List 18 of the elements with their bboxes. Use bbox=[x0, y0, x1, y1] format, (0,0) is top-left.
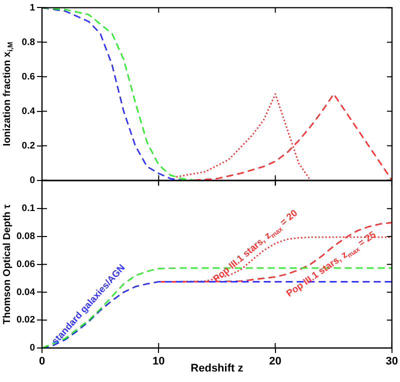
y-tick-label: 0 bbox=[30, 342, 35, 354]
y-tick-label: 0.06 bbox=[16, 258, 35, 270]
y-tick-label: 0.4 bbox=[22, 106, 36, 117]
y-tick-label: 0.8 bbox=[22, 36, 35, 48]
y-tick-label: 0.1 bbox=[22, 202, 36, 214]
y-axis-title: Thomson Optical Depth τ bbox=[2, 203, 13, 324]
y-tick-label: 0.02 bbox=[16, 314, 35, 326]
x-tick-label: 20 bbox=[269, 355, 282, 368]
y-tick-label: 0.04 bbox=[16, 286, 36, 298]
y-tick-label: 0.2 bbox=[22, 140, 35, 152]
x-tick-label: 0 bbox=[38, 355, 46, 368]
x-tick-label: 10 bbox=[152, 355, 165, 368]
y-tick-label: 0.08 bbox=[16, 230, 35, 242]
y-tick-label: 0.6 bbox=[22, 71, 35, 82]
x-tick-label: 30 bbox=[386, 355, 398, 368]
y-tick-label: 0 bbox=[30, 174, 35, 186]
y-tick-label: 1 bbox=[30, 2, 36, 14]
x-axis-title: Redshift z bbox=[190, 362, 244, 374]
